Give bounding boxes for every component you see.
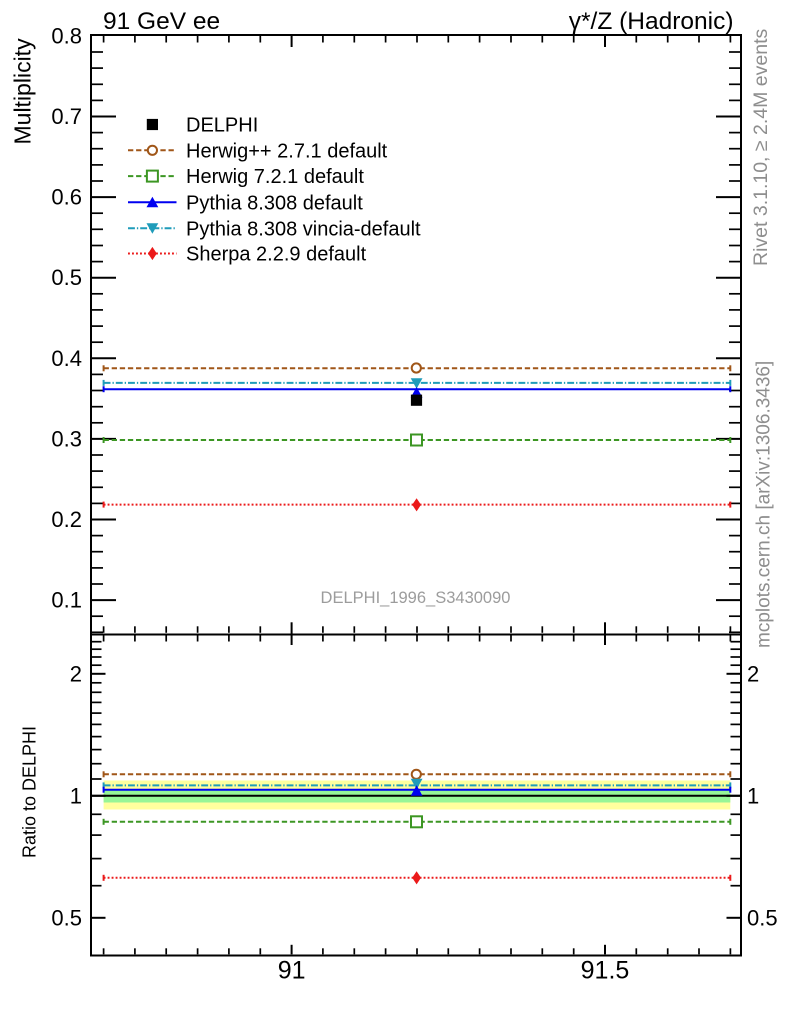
svg-text:Rivet 3.1.10, ≥ 2.4M events: Rivet 3.1.10, ≥ 2.4M events [750, 29, 772, 266]
svg-text:Sherpa 2.2.9 default: Sherpa 2.2.9 default [186, 244, 367, 266]
svg-text:mcplots.cern.ch [arXiv:1306.34: mcplots.cern.ch [arXiv:1306.3436] [754, 361, 775, 648]
svg-text:91: 91 [278, 957, 306, 985]
svg-text:Pythia 8.308 vincia-default: Pythia 8.308 vincia-default [186, 218, 421, 240]
svg-text:91 GeV ee: 91 GeV ee [103, 8, 220, 35]
svg-text:0.3: 0.3 [51, 426, 82, 451]
svg-text:2: 2 [747, 661, 759, 686]
svg-text:0.8: 0.8 [51, 23, 82, 48]
svg-text:0.7: 0.7 [51, 104, 82, 129]
svg-text:Herwig++ 2.7.1 default: Herwig++ 2.7.1 default [186, 140, 388, 162]
svg-text:DELPHI_1996_S3430090: DELPHI_1996_S3430090 [321, 589, 511, 607]
svg-text:2: 2 [70, 661, 82, 686]
svg-text:Multiplicity: Multiplicity [10, 38, 36, 145]
svg-text:DELPHI: DELPHI [186, 115, 258, 137]
svg-text:0.4: 0.4 [51, 346, 82, 371]
svg-text:0.5: 0.5 [51, 265, 82, 290]
svg-text:Herwig 7.2.1 default: Herwig 7.2.1 default [186, 166, 364, 188]
svg-text:Ratio to DELPHI: Ratio to DELPHI [20, 726, 40, 858]
svg-text:91.5: 91.5 [581, 957, 630, 985]
svg-text:Pythia 8.308 default: Pythia 8.308 default [186, 192, 363, 214]
svg-text:1: 1 [70, 783, 82, 808]
svg-text:0.6: 0.6 [51, 185, 82, 210]
svg-text:γ*/Z (Hadronic): γ*/Z (Hadronic) [569, 8, 734, 35]
svg-text:1: 1 [747, 783, 759, 808]
svg-text:0.5: 0.5 [51, 905, 82, 930]
svg-text:0.5: 0.5 [747, 905, 778, 930]
svg-text:0.2: 0.2 [51, 507, 82, 532]
svg-text:0.1: 0.1 [51, 588, 82, 613]
